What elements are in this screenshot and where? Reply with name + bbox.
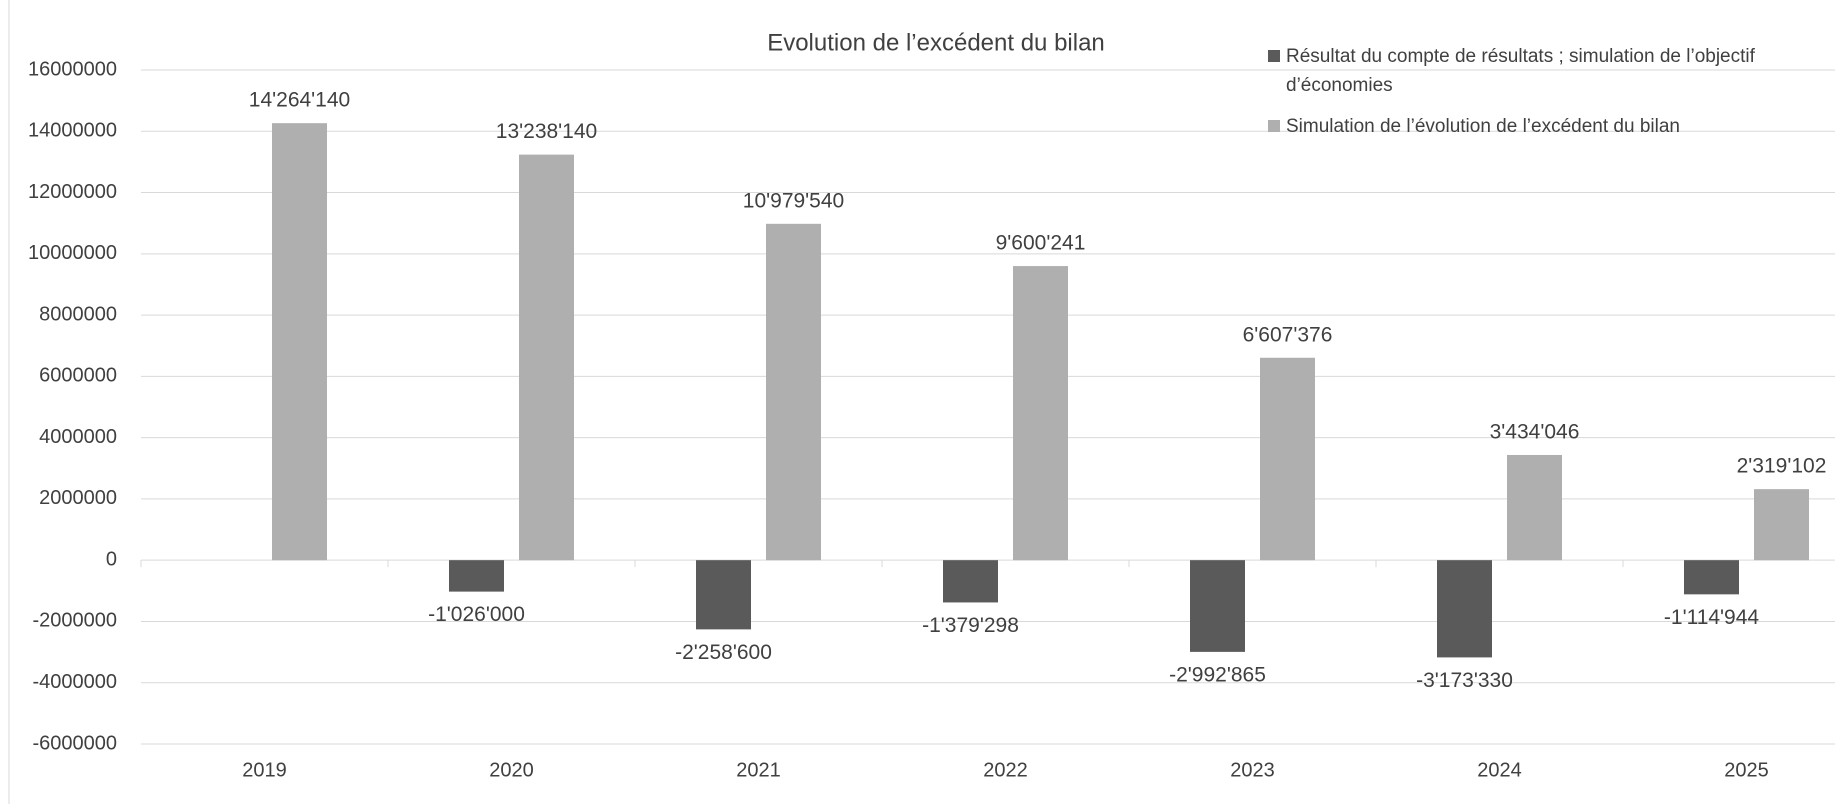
value-label: -2'992'865 (1169, 663, 1266, 686)
legend-swatch (1268, 120, 1280, 132)
y-tick-label: 14000000 (28, 120, 117, 142)
value-label: -1'379'298 (922, 614, 1019, 637)
bar (519, 154, 574, 561)
bar (1754, 489, 1809, 561)
legend-label: Résultat du compte de résultats ; simula… (1286, 46, 1755, 96)
x-tick-label: 2022 (983, 759, 1028, 781)
bar (272, 123, 327, 561)
x-tick-label: 2025 (1724, 759, 1769, 781)
x-tick-label: 2021 (736, 759, 781, 781)
y-tick-label: -2000000 (32, 610, 117, 632)
bar (1507, 454, 1562, 561)
legend-item: Simulation de l’évolution de l’excédent … (1268, 112, 1773, 141)
value-label: -2'258'600 (675, 641, 772, 664)
x-tick-label: 2020 (489, 759, 534, 781)
y-tick-label: 16000000 (28, 58, 117, 80)
y-tick-label: 0 (106, 548, 117, 570)
bar (1013, 266, 1068, 561)
x-tick-label: 2023 (1230, 759, 1275, 781)
bar (1260, 357, 1315, 561)
x-tick-label: 2019 (242, 759, 287, 781)
value-label: 14'264'140 (249, 89, 350, 112)
y-tick-label: 2000000 (39, 487, 117, 509)
value-label: 13'238'140 (496, 120, 597, 143)
bar (696, 560, 751, 630)
value-label: 2'319'102 (1737, 455, 1827, 478)
value-label: 6'607'376 (1243, 323, 1333, 346)
bar (766, 223, 821, 561)
value-label: 3'434'046 (1490, 421, 1580, 444)
value-label: -1'114'944 (1664, 606, 1760, 629)
bar (1190, 560, 1245, 652)
chart-title: Evolution de l’excédent du bilan (767, 29, 1105, 56)
value-label: 9'600'241 (996, 232, 1086, 255)
value-label: -3'173'330 (1416, 669, 1513, 692)
legend-swatch (1268, 50, 1280, 62)
bar (943, 560, 998, 603)
value-label: 10'979'540 (743, 189, 844, 212)
y-tick-label: 12000000 (28, 181, 117, 203)
y-tick-label: -4000000 (32, 671, 117, 693)
value-label: -1'026'000 (428, 603, 525, 626)
legend: Résultat du compte de résultats ; simula… (1268, 42, 1773, 153)
bar (1684, 560, 1739, 595)
y-tick-label: 6000000 (39, 365, 117, 387)
bar (1437, 560, 1492, 658)
legend-item: Résultat du compte de résultats ; simula… (1268, 42, 1773, 100)
y-tick-label: 8000000 (39, 303, 117, 325)
y-tick-label: 4000000 (39, 426, 117, 448)
bar (449, 560, 504, 592)
x-tick-label: 2024 (1477, 759, 1522, 781)
legend-label: Simulation de l’évolution de l’excédent … (1286, 116, 1680, 137)
y-tick-label: -6000000 (32, 732, 117, 754)
y-tick-label: 10000000 (28, 242, 117, 264)
